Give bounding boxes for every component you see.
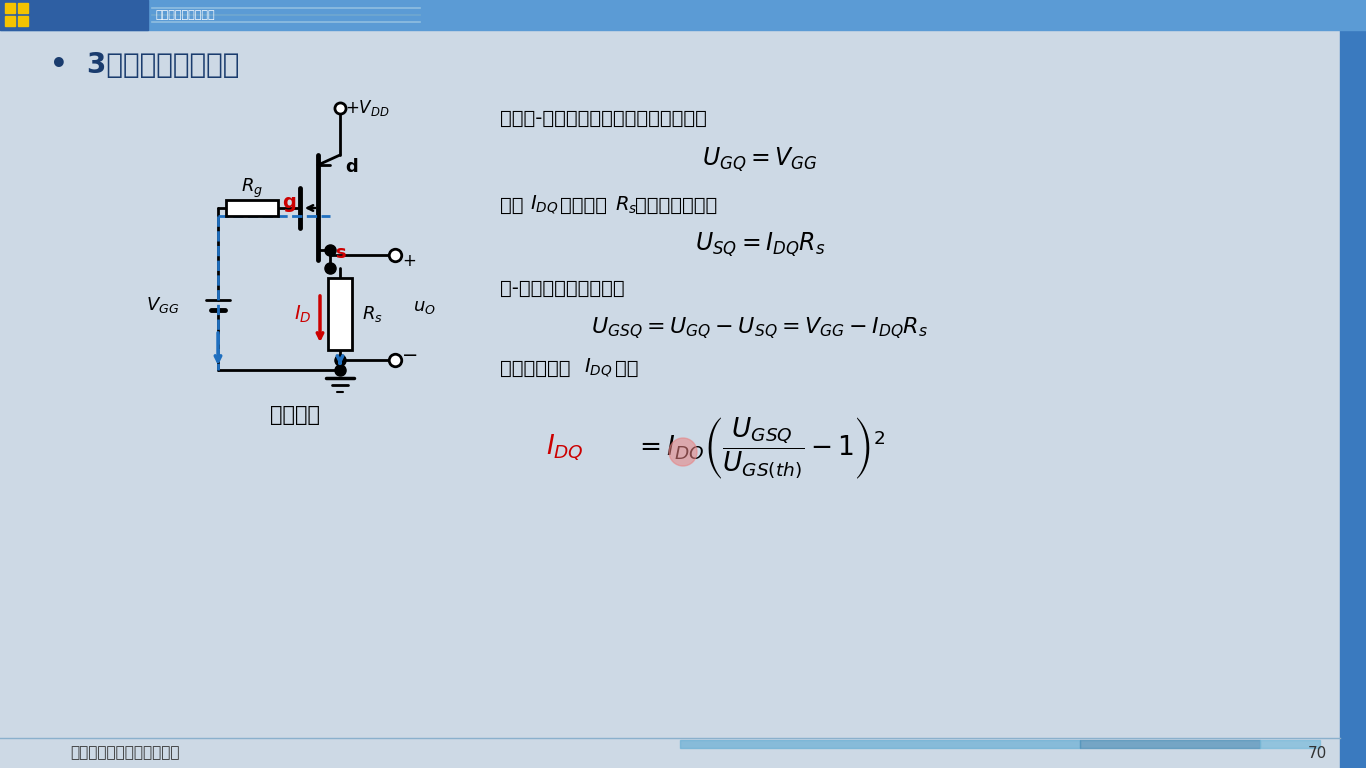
Text: $U_{GSQ}=U_{GQ}-U_{SQ}=V_{GG}-I_{DQ}R_s$: $U_{GSQ}=U_{GQ}-U_{SQ}=V_{GG}-I_{DQ}R_s$ <box>591 315 929 341</box>
Bar <box>328 278 352 350</box>
Text: 电流: 电流 <box>500 196 523 214</box>
Text: $U_{SQ}=I_{DQ}R_s$: $U_{SQ}=I_{DQ}R_s$ <box>695 231 825 259</box>
Text: $I_{DQ}$: $I_{DQ}$ <box>546 433 583 463</box>
Text: 流过电阵: 流过电阵 <box>560 196 607 214</box>
Bar <box>18 3 27 13</box>
Text: $I_D$: $I_D$ <box>295 303 311 325</box>
Text: 栅-源之间的静态电压：: 栅-源之间的静态电压： <box>500 279 624 297</box>
Bar <box>18 16 27 26</box>
Bar <box>680 740 1081 748</box>
Text: +: + <box>402 252 415 270</box>
Text: 山西农业大学王文俈: 山西农业大学王文俈 <box>156 10 216 20</box>
Text: −: − <box>402 346 418 366</box>
Text: 主讲：山西农业大学王文俈: 主讲：山西农业大学王文俈 <box>70 746 179 760</box>
Text: $U_{GQ}=V_{GG}$: $U_{GQ}=V_{GG}$ <box>702 146 818 174</box>
Bar <box>1081 740 1259 748</box>
Text: d: d <box>346 158 358 176</box>
Text: $= I_{DO}\left(\dfrac{U_{GSQ}}{U_{GS(th)}}-1\right)^{2}$: $= I_{DO}\left(\dfrac{U_{GSQ}}{U_{GS(th)… <box>634 415 885 481</box>
Text: $I_{DQ}$: $I_{DQ}$ <box>585 357 612 379</box>
Bar <box>225 200 279 216</box>
Text: $+V_{DD}$: $+V_{DD}$ <box>346 98 389 118</box>
Text: g: g <box>281 194 296 213</box>
Bar <box>1340 0 1366 768</box>
Circle shape <box>669 438 697 466</box>
Text: $I_{DQ}$: $I_{DQ}$ <box>530 194 559 216</box>
Text: 静态漏极电流: 静态漏极电流 <box>500 359 571 378</box>
Text: $u_O$: $u_O$ <box>413 299 436 316</box>
Text: $V_{GG}$: $V_{GG}$ <box>146 295 179 315</box>
Text: 为：: 为： <box>615 359 638 378</box>
Text: 直流通路: 直流通路 <box>270 405 320 425</box>
Text: $R_g$: $R_g$ <box>240 177 264 200</box>
Bar <box>0 0 1366 30</box>
Bar <box>5 16 15 26</box>
Bar <box>0 0 148 30</box>
Text: •  3、静态工作点分析: • 3、静态工作点分析 <box>51 51 239 79</box>
Bar <box>1259 740 1320 748</box>
Text: 70: 70 <box>1309 746 1328 760</box>
Text: $R_s$: $R_s$ <box>615 194 638 216</box>
Bar <box>5 3 15 13</box>
Text: ，则源极电位：: ，则源极电位： <box>635 196 717 214</box>
Text: $R_s$: $R_s$ <box>362 304 382 324</box>
Text: s: s <box>335 244 346 262</box>
Text: 由于栅-源之间是绝缘的，则栅极电位：: 由于栅-源之间是绝缘的，则栅极电位： <box>500 108 706 127</box>
